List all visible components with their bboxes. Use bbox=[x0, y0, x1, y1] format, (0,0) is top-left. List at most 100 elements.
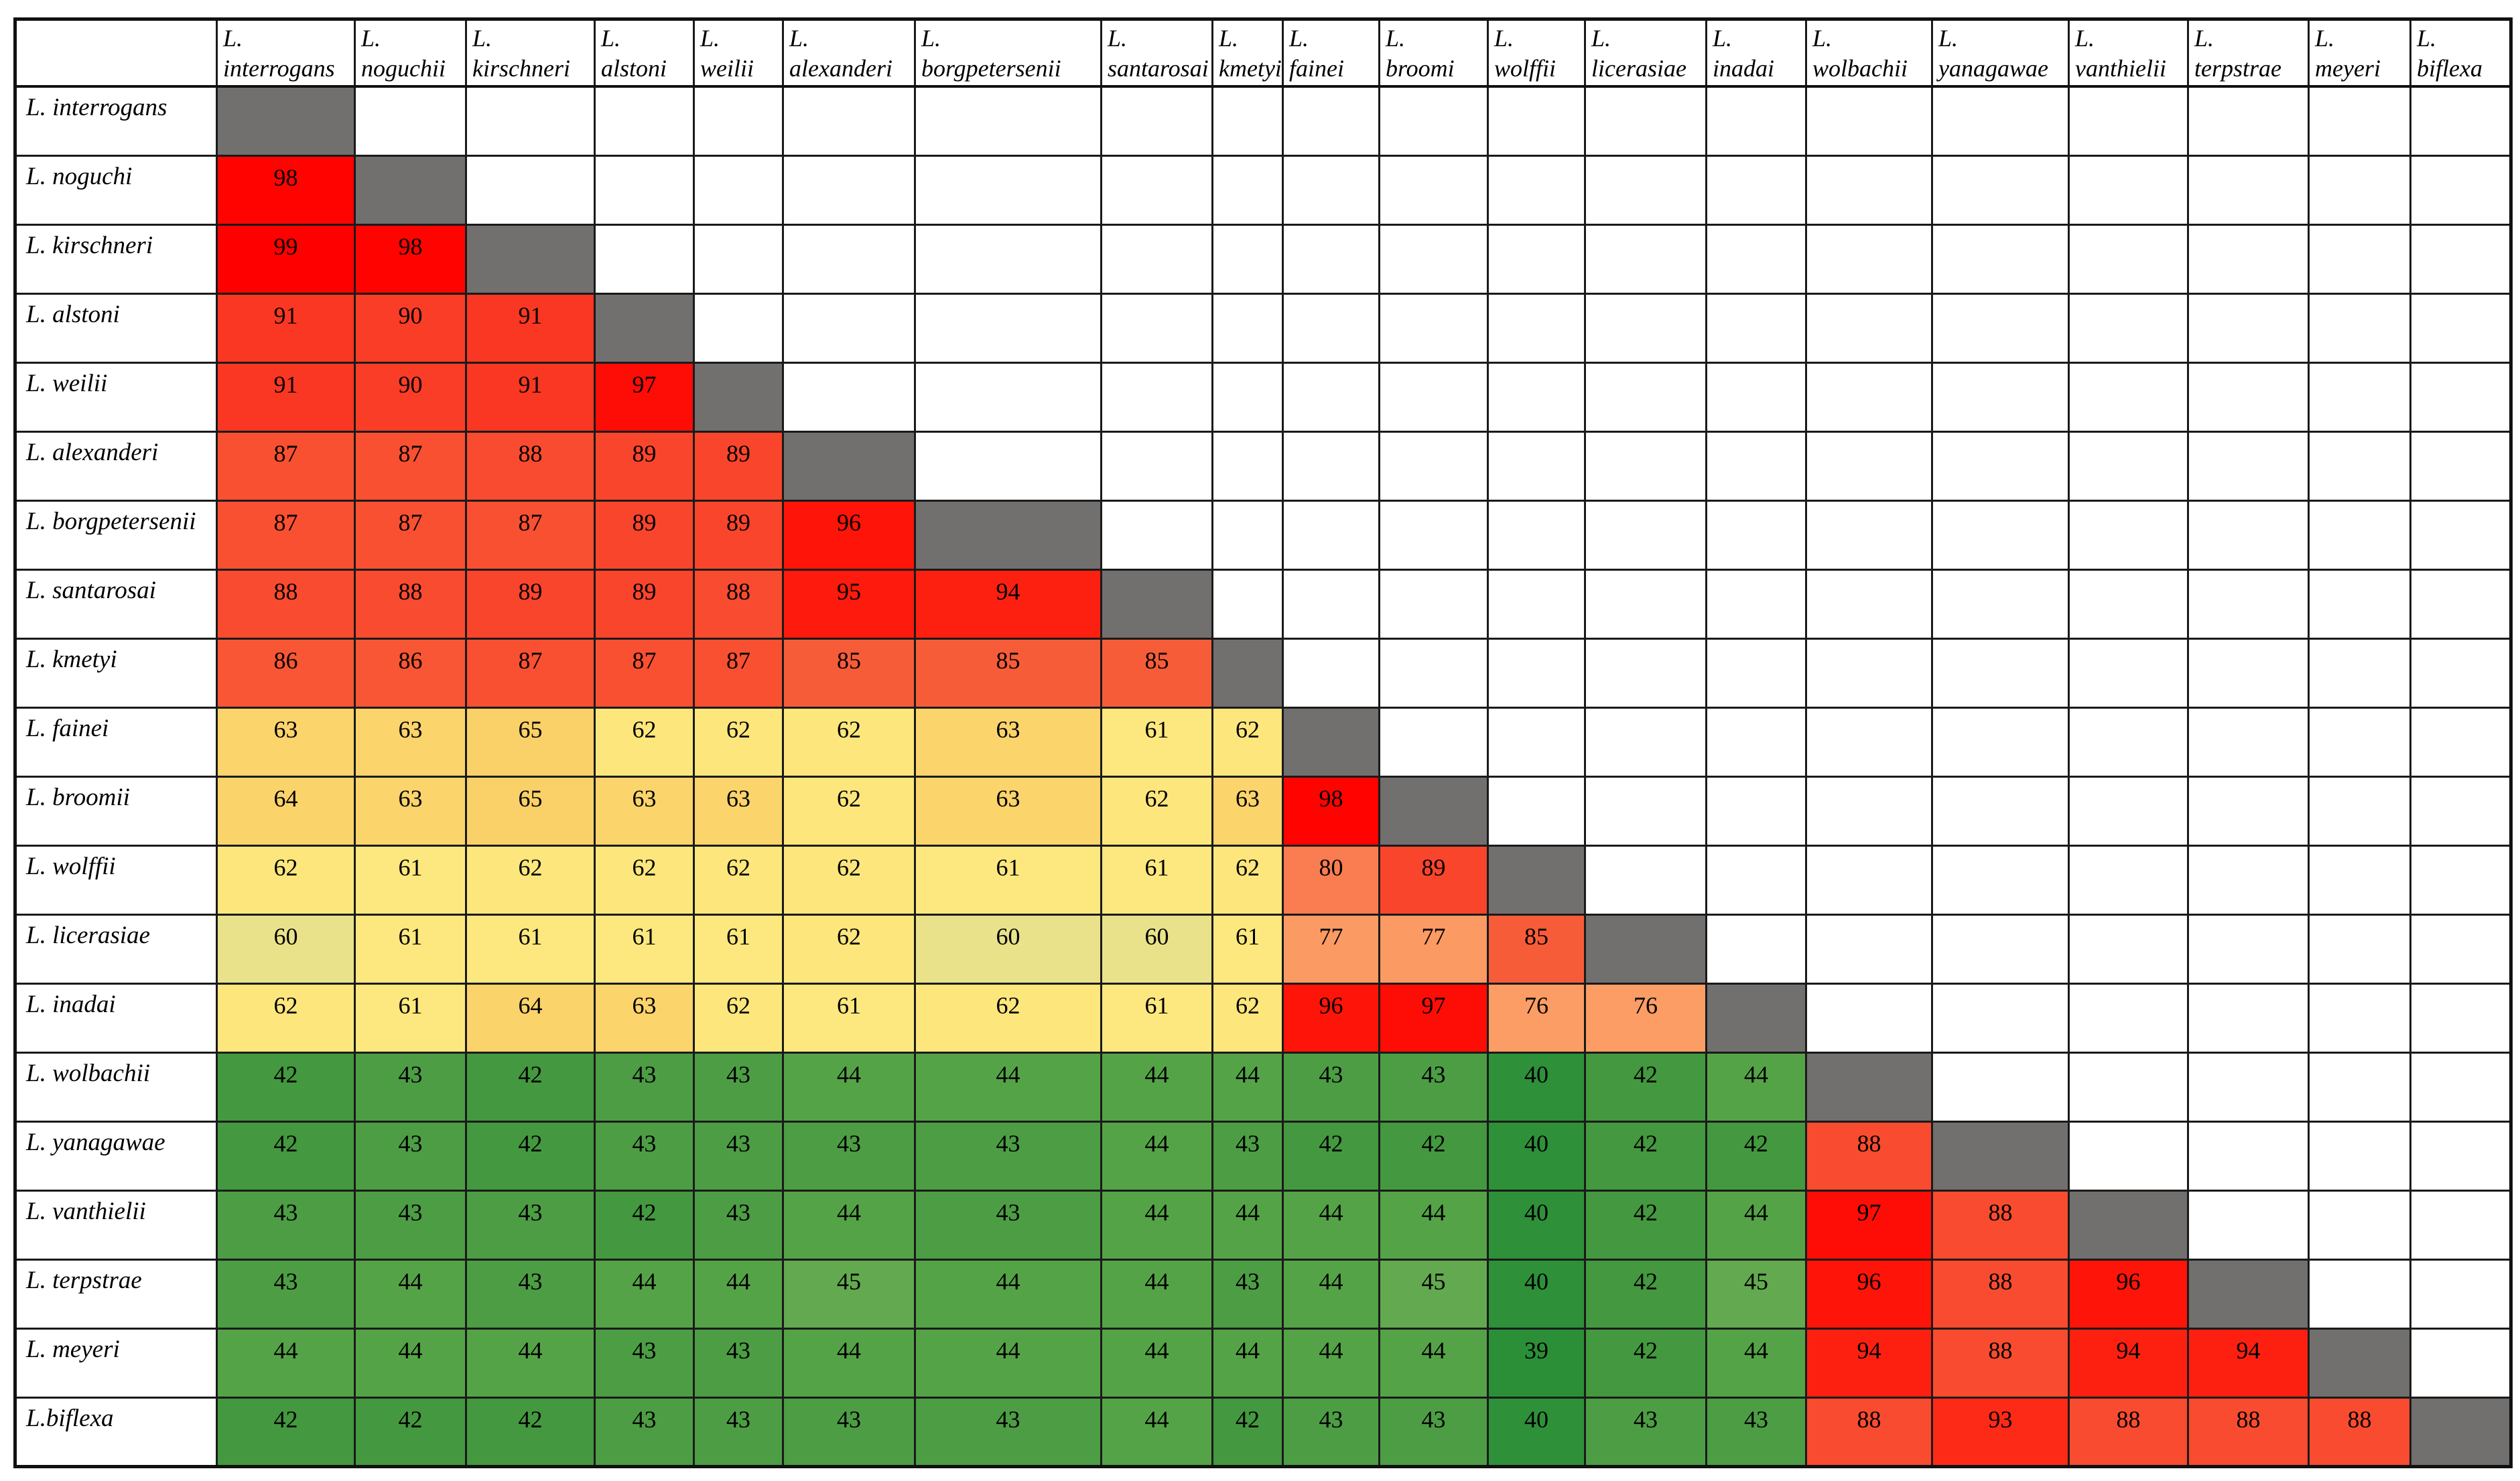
matrix-cell: 44 bbox=[1100, 1051, 1213, 1123]
empty-cell bbox=[465, 154, 596, 226]
matrix-cell: 42 bbox=[1584, 1189, 1707, 1261]
matrix-cell: 61 bbox=[465, 913, 596, 985]
empty-cell bbox=[1378, 292, 1489, 364]
empty-cell bbox=[2409, 982, 2512, 1054]
empty-cell bbox=[2187, 1120, 2310, 1192]
empty-cell bbox=[2187, 1051, 2310, 1123]
empty-cell bbox=[1584, 637, 1707, 709]
empty-cell bbox=[1805, 223, 1933, 295]
species-name: alexanderi bbox=[789, 55, 892, 82]
empty-cell bbox=[1931, 706, 2070, 778]
matrix-header: L. interrogans L. noguchii L. kirschneri L. als… bbox=[14, 18, 2512, 88]
column-header: L. weilii bbox=[693, 18, 784, 88]
diagonal-cell bbox=[1378, 775, 1489, 847]
empty-cell bbox=[1282, 430, 1380, 502]
empty-cell bbox=[1211, 499, 1284, 571]
empty-cell bbox=[2409, 568, 2512, 640]
empty-cell bbox=[2308, 1258, 2411, 1330]
matrix-cell: 42 bbox=[594, 1189, 695, 1261]
matrix-cell: 62 bbox=[216, 844, 356, 916]
genus-abbrev: L. bbox=[921, 25, 941, 52]
matrix-cell: 61 bbox=[693, 913, 784, 985]
empty-cell bbox=[1705, 706, 1807, 778]
empty-cell bbox=[2308, 1051, 2411, 1123]
matrix-cell: 88 bbox=[1931, 1258, 2070, 1330]
matrix-cell: 60 bbox=[914, 913, 1102, 985]
row-label: L. broomii bbox=[14, 775, 218, 847]
matrix-cell: 43 bbox=[1211, 1120, 1284, 1192]
empty-cell bbox=[2409, 292, 2512, 364]
empty-cell bbox=[2068, 292, 2189, 364]
matrix-cell: 76 bbox=[1584, 982, 1707, 1054]
matrix-cell: 43 bbox=[594, 1396, 695, 1468]
header-row: L. interrogans L. noguchii L. kirschneri L. als… bbox=[14, 18, 2512, 88]
empty-cell bbox=[2187, 982, 2310, 1054]
empty-cell bbox=[1805, 154, 1933, 226]
matrix-cell: 43 bbox=[354, 1051, 467, 1123]
empty-cell bbox=[1487, 430, 1586, 502]
genus-abbrev: L. bbox=[1713, 25, 1733, 52]
matrix-cell: 87 bbox=[465, 499, 596, 571]
empty-cell bbox=[2308, 292, 2411, 364]
matrix-cell: 43 bbox=[1211, 1258, 1284, 1330]
empty-cell bbox=[1584, 154, 1707, 226]
matrix-cell: 44 bbox=[1211, 1051, 1284, 1123]
diagonal-cell bbox=[2068, 1189, 2189, 1261]
empty-cell bbox=[1931, 499, 2070, 571]
diagonal-cell bbox=[2409, 1396, 2512, 1468]
matrix-cell: 86 bbox=[354, 637, 467, 709]
matrix-cell: 88 bbox=[216, 568, 356, 640]
matrix-cell: 64 bbox=[216, 775, 356, 847]
empty-cell bbox=[1931, 637, 2070, 709]
matrix-cell: 98 bbox=[216, 154, 356, 226]
row-label: L. santarosai bbox=[14, 568, 218, 640]
table-row: L. kirschneri 99 98 bbox=[14, 223, 2512, 295]
empty-cell bbox=[2308, 223, 2411, 295]
empty-cell bbox=[2187, 430, 2310, 502]
matrix-cell: 42 bbox=[1584, 1120, 1707, 1192]
empty-cell bbox=[1378, 223, 1489, 295]
table-row: L.biflexa 42 42 42 43 43 43 43 44 42 43 43 40 43 43 88 9… bbox=[14, 1396, 2512, 1468]
empty-cell bbox=[2409, 361, 2512, 433]
matrix-cell: 61 bbox=[1211, 913, 1284, 985]
column-header: L. interrogans bbox=[216, 18, 356, 88]
empty-cell bbox=[1931, 568, 2070, 640]
empty-cell bbox=[2187, 568, 2310, 640]
empty-cell bbox=[2409, 1051, 2512, 1123]
empty-cell bbox=[2409, 85, 2512, 157]
matrix-cell: 95 bbox=[782, 568, 916, 640]
matrix-cell: 91 bbox=[465, 292, 596, 364]
column-header: L. fainei bbox=[1282, 18, 1380, 88]
matrix-cell: 42 bbox=[1705, 1120, 1807, 1192]
empty-cell bbox=[1487, 154, 1586, 226]
table-row: L. santarosai 88 88 89 89 88 95 94 bbox=[14, 568, 2512, 640]
species-name: yanagawae bbox=[1938, 55, 2048, 82]
matrix-cell: 96 bbox=[782, 499, 916, 571]
empty-cell bbox=[1931, 844, 2070, 916]
empty-cell bbox=[1211, 85, 1284, 157]
matrix-cell: 42 bbox=[1211, 1396, 1284, 1468]
diagonal-cell bbox=[1100, 568, 1213, 640]
matrix-cell: 43 bbox=[693, 1051, 784, 1123]
matrix-cell: 91 bbox=[465, 361, 596, 433]
empty-cell bbox=[2308, 85, 2411, 157]
matrix-cell: 97 bbox=[1378, 982, 1489, 1054]
empty-cell bbox=[1282, 154, 1380, 226]
matrix-cell: 88 bbox=[2187, 1396, 2310, 1468]
empty-cell bbox=[782, 85, 916, 157]
empty-cell bbox=[2409, 706, 2512, 778]
matrix-cell: 42 bbox=[465, 1396, 596, 1468]
column-header: L. borgpetersenii bbox=[914, 18, 1102, 88]
species-name: vanthielii bbox=[2075, 55, 2166, 82]
empty-cell bbox=[1487, 568, 1586, 640]
matrix-cell: 65 bbox=[465, 775, 596, 847]
empty-cell bbox=[1100, 223, 1213, 295]
matrix-cell: 88 bbox=[354, 568, 467, 640]
empty-cell bbox=[2308, 1120, 2411, 1192]
matrix-cell: 94 bbox=[2187, 1327, 2310, 1399]
matrix-cell: 88 bbox=[2068, 1396, 2189, 1468]
empty-cell bbox=[1584, 844, 1707, 916]
empty-cell bbox=[594, 154, 695, 226]
matrix-cell: 89 bbox=[693, 430, 784, 502]
row-label: L. alstoni bbox=[14, 292, 218, 364]
